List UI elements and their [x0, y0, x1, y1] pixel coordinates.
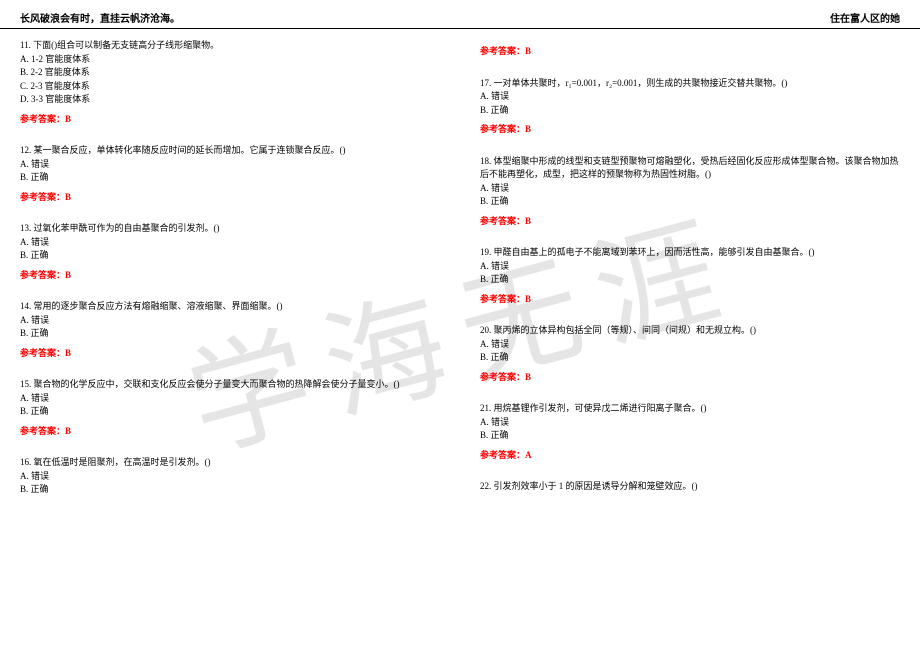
option-text: D. 3-3 官能度体系 [20, 93, 445, 107]
option-text: A. 错误 [20, 392, 445, 406]
question-text: 11. 下面()组合可以制备无支链高分子线形缩聚物。 [20, 39, 445, 53]
option-text: B. 正确 [480, 273, 900, 287]
question-block: 15. 聚合物的化学反应中，交联和支化反应会使分子量变大而聚合物的热降解会使分子… [20, 378, 445, 438]
option-text: A. 错误 [480, 182, 900, 196]
option-text: A. 错误 [20, 470, 445, 484]
answer-text: 参考答案：A [480, 449, 900, 463]
option-text: B. 正确 [480, 429, 900, 443]
answer-text: 参考答案：B [480, 215, 900, 229]
question-block: 20. 聚丙烯的立体异构包括全同（等规）、间同（间规）和无规立构。()A. 错误… [480, 324, 900, 384]
answer-text: 参考答案：B [480, 123, 900, 137]
question-block: 22. 引发剂效率小于 1 的原因是诱导分解和笼壁效应。() [480, 480, 900, 494]
left-column: 11. 下面()组合可以制备无支链高分子线形缩聚物。A. 1-2 官能度体系B.… [20, 39, 460, 515]
option-text: A. 错误 [20, 158, 445, 172]
question-text: 20. 聚丙烯的立体异构包括全同（等规）、间同（间规）和无规立构。() [480, 324, 900, 338]
option-text: A. 错误 [480, 90, 900, 104]
option-text: B. 2-2 官能度体系 [20, 66, 445, 80]
content-area: 11. 下面()组合可以制备无支链高分子线形缩聚物。A. 1-2 官能度体系B.… [0, 29, 920, 525]
answer-text: 参考答案：B [20, 347, 445, 361]
question-block: 14. 常用的逐步聚合反应方法有熔融缩聚、溶液缩聚、界面缩聚。()A. 错误B.… [20, 300, 445, 360]
option-text: B. 正确 [20, 405, 445, 419]
question-block: 16. 氧在低温时是阻聚剂，在高温时是引发剂。()A. 错误B. 正确 [20, 456, 445, 497]
question-block: 13. 过氧化苯甲酰可作为的自由基聚合的引发剂。()A. 错误B. 正确参考答案… [20, 222, 445, 282]
answer-text: 参考答案：B [20, 425, 445, 439]
option-text: A. 错误 [480, 338, 900, 352]
question-block: 11. 下面()组合可以制备无支链高分子线形缩聚物。A. 1-2 官能度体系B.… [20, 39, 445, 126]
question-block: 17. 一对单体共聚时，r₁=0.001，r₂=0.001，则生成的共聚物接近交… [480, 77, 900, 137]
answer-text: 参考答案：B [480, 45, 900, 59]
question-block: 18. 体型缩聚中形成的线型和支链型预聚物可熔融塑化，受热后经固化反应形成体型聚… [480, 155, 900, 229]
question-text: 13. 过氧化苯甲酰可作为的自由基聚合的引发剂。() [20, 222, 445, 236]
header-right: 住在富人区的她 [830, 10, 900, 25]
option-text: B. 正确 [480, 351, 900, 365]
question-block: 21. 用烷基锂作引发剂，可使异戊二烯进行阳离子聚合。()A. 错误B. 正确参… [480, 402, 900, 462]
answer-text: 参考答案：B [480, 371, 900, 385]
answer-text: 参考答案：B [20, 113, 445, 127]
option-text: B. 正确 [20, 327, 445, 341]
question-text: 17. 一对单体共聚时，r₁=0.001，r₂=0.001，则生成的共聚物接近交… [480, 77, 900, 91]
question-block: 12. 某一聚合反应，单体转化率随反应时间的延长而增加。它属于连锁聚合反应。()… [20, 144, 445, 204]
option-text: B. 正确 [480, 195, 900, 209]
answer-text: 参考答案：B [20, 191, 445, 205]
option-text: B. 正确 [20, 171, 445, 185]
option-text: A. 错误 [480, 416, 900, 430]
question-text: 15. 聚合物的化学反应中，交联和支化反应会使分子量变大而聚合物的热降解会使分子… [20, 378, 445, 392]
question-text: 21. 用烷基锂作引发剂，可使异戊二烯进行阳离子聚合。() [480, 402, 900, 416]
question-text: 19. 甲醛自由基上的孤电子不能离域到苯环上，因而活性高，能够引发自由基聚合。(… [480, 246, 900, 260]
right-column: 参考答案：B 17. 一对单体共聚时，r₁=0.001，r₂=0.001，则生成的… [460, 39, 900, 515]
answer-text: 参考答案：B [480, 293, 900, 307]
option-text: C. 2-3 官能度体系 [20, 80, 445, 94]
option-text: B. 正确 [480, 104, 900, 118]
header-left: 长风破浪会有时，直挂云帆济沧海。 [20, 10, 180, 25]
question-text: 18. 体型缩聚中形成的线型和支链型预聚物可熔融塑化，受热后经固化反应形成体型聚… [480, 155, 900, 182]
option-text: A. 1-2 官能度体系 [20, 53, 445, 67]
option-text: B. 正确 [20, 483, 445, 497]
question-text: 14. 常用的逐步聚合反应方法有熔融缩聚、溶液缩聚、界面缩聚。() [20, 300, 445, 314]
option-text: A. 错误 [480, 260, 900, 274]
question-block: 参考答案：B [480, 45, 900, 59]
answer-text: 参考答案：B [20, 269, 445, 283]
option-text: A. 错误 [20, 314, 445, 328]
page-header: 长风破浪会有时，直挂云帆济沧海。 住在富人区的她 [0, 0, 920, 29]
question-block: 19. 甲醛自由基上的孤电子不能离域到苯环上，因而活性高，能够引发自由基聚合。(… [480, 246, 900, 306]
question-text: 22. 引发剂效率小于 1 的原因是诱导分解和笼壁效应。() [480, 480, 900, 494]
option-text: A. 错误 [20, 236, 445, 250]
question-text: 12. 某一聚合反应，单体转化率随反应时间的延长而增加。它属于连锁聚合反应。() [20, 144, 445, 158]
question-text: 16. 氧在低温时是阻聚剂，在高温时是引发剂。() [20, 456, 445, 470]
option-text: B. 正确 [20, 249, 445, 263]
